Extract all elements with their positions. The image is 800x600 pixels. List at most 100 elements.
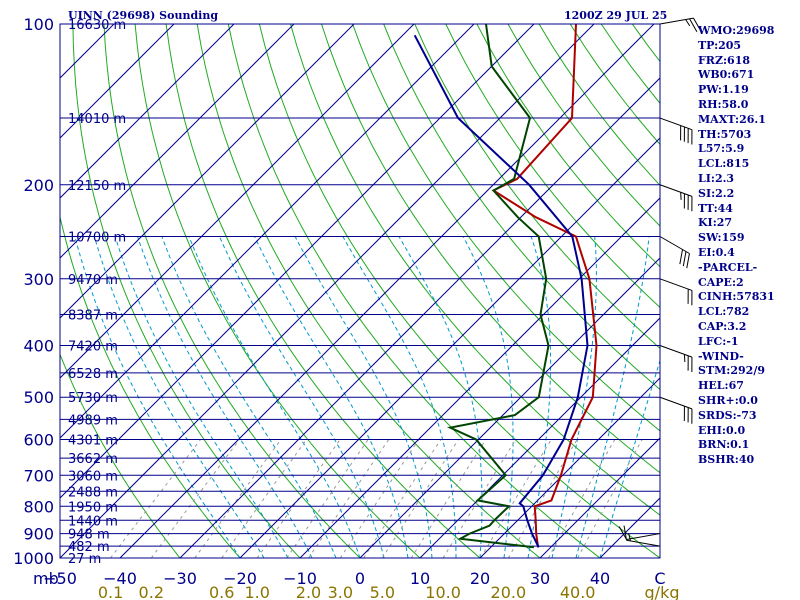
wind-barb-flag bbox=[691, 357, 693, 372]
wind-barb-shaft bbox=[659, 236, 690, 254]
wind-barb-half-flag bbox=[683, 354, 686, 363]
temperature-tick-label: C bbox=[654, 569, 665, 588]
isotherm-line bbox=[60, 24, 355, 319]
index-item: CAPE:2 bbox=[698, 275, 744, 289]
wind-barb-shaft bbox=[659, 345, 693, 358]
isotherm-line bbox=[179, 77, 660, 558]
mixing-ratio-line bbox=[110, 439, 202, 558]
wind-barb-flag bbox=[687, 195, 689, 210]
sounding-profiles bbox=[413, 24, 598, 549]
wind-barb-half-flag bbox=[680, 192, 682, 200]
wind-barb-flag bbox=[683, 126, 685, 142]
wind-barb-flag bbox=[687, 289, 689, 304]
pressure-tick-label: 500 bbox=[23, 388, 54, 407]
temperature-tick-label: −50 bbox=[43, 569, 77, 588]
index-item: WMO:29698 bbox=[698, 24, 775, 37]
index-item: RH:58.0 bbox=[698, 97, 749, 111]
index-item: TP:205 bbox=[698, 38, 742, 52]
moist-adiabat-line bbox=[137, 236, 313, 558]
index-item: LCL:782 bbox=[698, 305, 750, 319]
mixing-ratio-line bbox=[363, 439, 442, 558]
mixing-ratio-label: 1.0 bbox=[244, 583, 269, 600]
isotherm-line bbox=[119, 24, 655, 558]
pressure-tick-label: 1000 bbox=[13, 549, 54, 568]
moist-adiabat-line bbox=[294, 236, 433, 558]
wind-barb bbox=[659, 236, 690, 269]
index-item: BRN:0.1 bbox=[698, 438, 750, 452]
wind-barb-flag bbox=[687, 355, 689, 371]
index-item: L57:5.9 bbox=[698, 142, 745, 156]
isotherm-line bbox=[539, 437, 660, 558]
wind-barb-half-flag bbox=[628, 533, 631, 542]
pressure-tick-label: 600 bbox=[23, 431, 54, 450]
height-label: 482 m bbox=[68, 540, 110, 555]
isotherm-line bbox=[60, 24, 295, 259]
height-label: 27 m bbox=[68, 552, 101, 567]
index-item: KI:27 bbox=[698, 216, 733, 230]
index-item: HEL:67 bbox=[698, 379, 744, 393]
index-item: STM:292/9 bbox=[698, 364, 765, 378]
height-label: 12150 m bbox=[68, 179, 126, 194]
dry-adiabat-line bbox=[196, 24, 541, 558]
index-item: BSHR:40 bbox=[698, 453, 755, 467]
wind-barb-flag bbox=[693, 17, 702, 32]
indices-panel: WMO:29698 TP:205 FRZ:618 WB0:671 PW:1.19 RH:5… bbox=[698, 24, 775, 468]
height-label: 6528 m bbox=[68, 367, 118, 382]
mixing-ratio-label: 2.0 bbox=[296, 583, 321, 600]
wind-barb-shaft bbox=[659, 17, 694, 25]
index-item: LCL:815 bbox=[698, 157, 750, 171]
wind-barb bbox=[659, 117, 693, 145]
mixing-ratio-line bbox=[286, 439, 369, 558]
moist-adiabat-line bbox=[398, 236, 483, 558]
moist-adiabat-line bbox=[527, 236, 552, 558]
moist-adiabat-line bbox=[599, 358, 660, 558]
wind-barb-flag bbox=[691, 196, 693, 212]
mixing-ratio-line bbox=[221, 439, 307, 558]
moist-adiabat-line bbox=[114, 236, 289, 558]
index-item: CAP:3.2 bbox=[698, 319, 747, 333]
height-label: 14010 m bbox=[68, 112, 126, 127]
isotherm-line bbox=[359, 257, 660, 558]
height-label: 16630 m bbox=[68, 18, 126, 33]
index-item: FRZ:618 bbox=[698, 53, 751, 67]
wind-barb-shaft bbox=[626, 533, 661, 540]
height-label: 9470 m bbox=[68, 273, 118, 288]
index-item: LI:2.3 bbox=[698, 171, 735, 185]
height-label: 8387 m bbox=[68, 309, 118, 324]
background-grid bbox=[60, 24, 660, 558]
wind-barb-shaft bbox=[659, 396, 693, 410]
temperature-tick-label: 0 bbox=[355, 569, 365, 588]
mixing-ratio-line bbox=[308, 439, 390, 558]
index-item: EHI:0.0 bbox=[698, 423, 746, 437]
index-item: PW:1.19 bbox=[698, 83, 749, 97]
height-label: 1950 m bbox=[68, 500, 118, 515]
wind-barb-flag bbox=[691, 408, 693, 424]
temperature-tick-label: 10 bbox=[410, 569, 430, 588]
wind-barb-flag bbox=[680, 125, 682, 141]
index-item: TT:44 bbox=[698, 201, 733, 215]
temperature-tick-label: 40 bbox=[590, 569, 610, 588]
parcel-profile bbox=[413, 34, 589, 548]
isotherm-line bbox=[60, 24, 235, 199]
wind-barbs bbox=[618, 17, 702, 547]
index-item: TH:5703 bbox=[698, 127, 752, 141]
wind-barb-half-flag bbox=[685, 19, 691, 27]
wind-barb bbox=[659, 396, 693, 424]
pressure-unit-label: mb bbox=[33, 569, 59, 588]
station-title: UINN (29698) Sounding bbox=[68, 9, 219, 22]
height-label: 5730 m bbox=[68, 391, 118, 406]
wind-barb-flag bbox=[691, 129, 693, 145]
plot-frame bbox=[59, 23, 661, 559]
wind-barb-flag bbox=[689, 18, 698, 32]
height-label: 3662 m bbox=[68, 452, 118, 467]
temperature-tick-label: 20 bbox=[470, 569, 490, 588]
pressure-tick-label: 100 bbox=[23, 15, 54, 34]
index-item: CINH:57831 bbox=[698, 290, 775, 304]
mixing-ratio-label: 40.0 bbox=[560, 583, 596, 600]
moist-adiabat-line bbox=[93, 236, 265, 558]
height-label: 4989 m bbox=[68, 413, 118, 428]
mixing-ratio-label: 3.0 bbox=[328, 583, 353, 600]
wind-barb-flag bbox=[691, 290, 693, 306]
pressure-tick-label: 400 bbox=[23, 337, 54, 356]
moist-adiabat-line bbox=[462, 236, 514, 558]
